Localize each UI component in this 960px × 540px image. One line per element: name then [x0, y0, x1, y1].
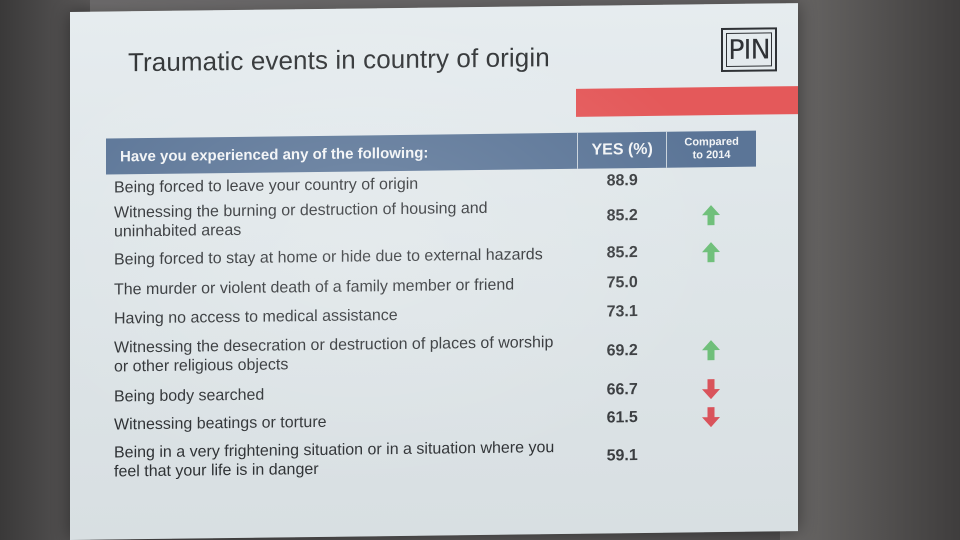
row-yes-percent: 73.1	[606, 303, 638, 321]
arrow-up-shape	[702, 205, 721, 226]
arrow-up-shape	[702, 242, 721, 263]
row-yes-percent: 69.2	[606, 342, 638, 360]
row-yes-percent: 66.7	[606, 381, 638, 399]
row-yes-percent: 75.0	[606, 274, 638, 292]
row-trend	[667, 267, 756, 298]
question-header: Have you experienced any of the followin…	[106, 132, 578, 175]
table-body: Being forced to leave your country of or…	[106, 167, 756, 487]
table-row: Witnessing beatings or torture 61.5	[106, 403, 756, 439]
row-yes-percent: 59.1	[606, 447, 638, 465]
row-trend	[667, 375, 756, 404]
row-trend	[667, 297, 756, 326]
slide-title: Traumatic events in country of origin	[128, 42, 550, 78]
row-label: Witnessing the burning or destruction of…	[114, 199, 488, 241]
survey-table: Have you experienced any of the followin…	[106, 130, 756, 487]
row-yes-percent: 88.9	[606, 172, 638, 190]
table-row: Being forced to stay at home or hide due…	[106, 237, 756, 275]
table-row: Being body searched 66.7	[106, 375, 756, 411]
row-label: Being in a very frightening situation or…	[114, 439, 555, 481]
logo-inner-border	[726, 32, 772, 67]
right-wall	[780, 0, 960, 540]
row-label: Witnessing the desecration or destructio…	[114, 334, 554, 376]
row-trend	[667, 237, 756, 268]
row-yes-percent: 61.5	[606, 409, 638, 427]
table-row: Witnessing the desecration or destructio…	[106, 325, 756, 383]
row-trend	[667, 167, 756, 194]
accent-bar	[576, 86, 798, 117]
row-trend	[667, 193, 756, 238]
row-yes-percent: 85.2	[606, 244, 638, 262]
arrow-up-shape	[702, 340, 721, 361]
compared-header: Compared to 2014	[666, 130, 756, 168]
row-trend	[667, 325, 756, 376]
arrow-up-icon	[702, 205, 721, 226]
arrow-down-icon	[702, 407, 721, 428]
compared-header-line1: Compared	[684, 135, 739, 149]
projected-slide: Traumatic events in country of origin PI…	[70, 3, 798, 540]
row-yes-percent: 85.2	[606, 207, 638, 225]
row-trend	[667, 431, 756, 480]
arrow-down-shape	[702, 379, 721, 400]
arrow-up-icon	[702, 340, 721, 361]
compared-header-line2: to 2014	[692, 148, 731, 162]
row-trend	[667, 403, 756, 432]
pin-logo: PIN	[721, 27, 777, 73]
arrow-down-icon	[702, 379, 721, 400]
table-row: Witnessing the burning or destruction of…	[106, 193, 756, 245]
arrow-up-icon	[702, 242, 721, 263]
arrow-down-shape	[702, 407, 721, 428]
table-row: Being in a very frightening situation or…	[106, 431, 756, 487]
yes-percent-header: YES (%)	[577, 131, 667, 169]
